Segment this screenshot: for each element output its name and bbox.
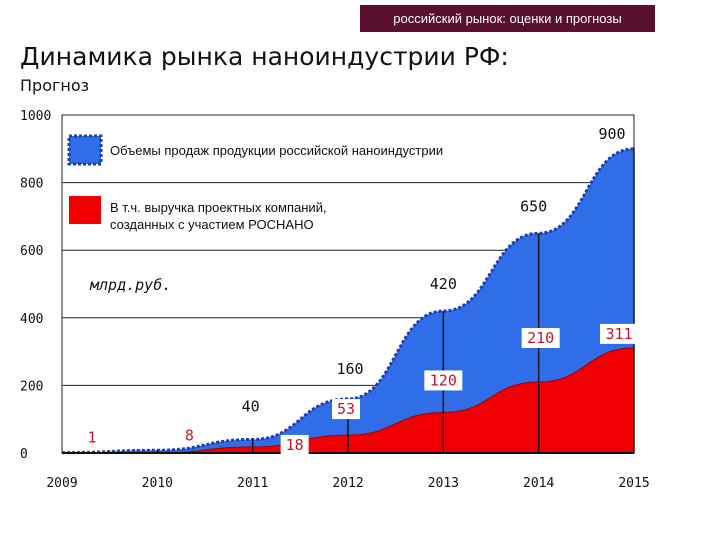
value-label-total: 1 (87, 429, 96, 447)
top-banner: российский рынок: оценки и прогнозы (360, 5, 655, 32)
legend-swatch-total (67, 134, 103, 166)
x-tick-label: 2014 (523, 476, 554, 491)
value-label-revenue: 311 (605, 325, 632, 343)
unit-note: млрд.руб. (89, 276, 171, 294)
y-tick-label: 0 (20, 447, 28, 462)
x-tick-label: 2011 (237, 476, 268, 491)
value-label-revenue: 120 (430, 371, 457, 389)
y-tick-label: 1000 (20, 109, 51, 124)
value-label-total: 650 (520, 197, 547, 215)
value-label-box (600, 323, 638, 344)
page-title: Динамика рынка наноиндустрии РФ: (20, 42, 509, 71)
value-label-total: 420 (430, 275, 457, 293)
legend-label-total: Объемы продаж продукции российской нанои… (110, 143, 443, 158)
value-label-total: 8 (185, 426, 194, 444)
value-label-total: 40 (242, 397, 260, 415)
value-label-box (280, 434, 309, 455)
area-total (62, 148, 634, 454)
axes: 0 200 400 600 800 1000 2009 2010 2011 2012 2013 201… (20, 109, 650, 491)
y-tick-label: 200 (20, 379, 43, 394)
page-subtitle: Прогноз (20, 76, 90, 95)
legend-label-revenue-1: В т.ч. выручка проектных компаний, (110, 200, 327, 215)
line-total (61, 147, 635, 455)
value-label-revenue: 53 (337, 400, 355, 418)
x-tick-label: 2015 (618, 476, 649, 491)
x-tick-label: 2009 (46, 476, 77, 491)
value-label-revenue: 210 (527, 329, 554, 347)
y-tick-label: 600 (20, 244, 43, 259)
y-tick-label: 400 (20, 312, 43, 327)
legend-swatch-revenue (69, 196, 101, 224)
value-label-revenue: 18 (286, 436, 304, 454)
value-label-box (332, 399, 360, 420)
x-tick-label: 2012 (332, 476, 363, 491)
value-label-box (424, 370, 463, 391)
x-tick-label: 2013 (428, 476, 459, 491)
legend-label-revenue-2: созданных с участием РОСНАНО (110, 217, 314, 232)
value-label-total: 900 (598, 125, 625, 143)
value-label-box (521, 328, 560, 349)
value-label-total: 160 (336, 360, 363, 378)
x-tick-label: 2010 (142, 476, 173, 491)
y-tick-label: 800 (20, 177, 43, 192)
